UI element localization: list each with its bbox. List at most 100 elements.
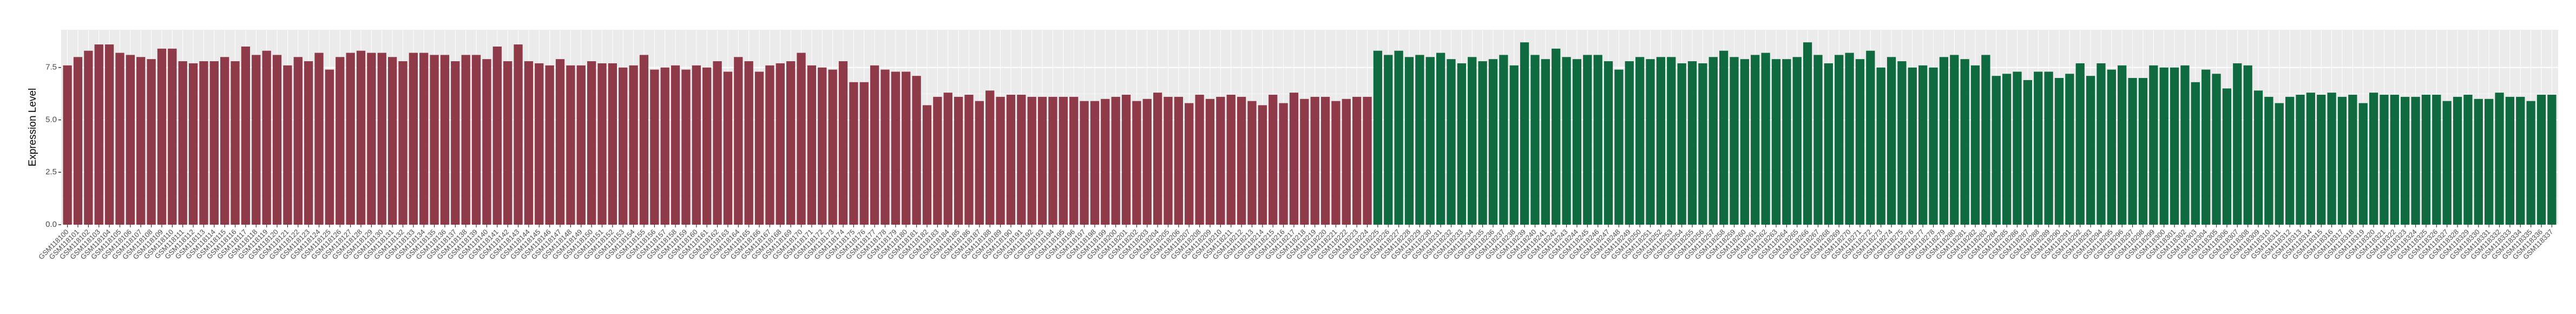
bar — [996, 96, 1005, 225]
bar — [660, 67, 669, 225]
bar — [2505, 96, 2515, 225]
bar — [1887, 57, 1896, 225]
bar — [147, 59, 156, 225]
bar — [1562, 57, 1571, 225]
bar — [2075, 63, 2085, 225]
bar — [2013, 71, 2022, 225]
bar — [2453, 96, 2462, 225]
bar — [377, 53, 386, 225]
bar — [2463, 95, 2473, 225]
bar — [912, 76, 921, 225]
bar — [1635, 57, 1645, 225]
bar — [975, 101, 984, 225]
bar — [2054, 78, 2064, 225]
bar — [503, 61, 512, 225]
bar — [1174, 96, 1184, 225]
bar — [1939, 57, 1949, 225]
bar — [262, 50, 271, 225]
bar — [2358, 103, 2368, 225]
bar — [2097, 63, 2106, 225]
bar — [73, 57, 83, 225]
bar — [1572, 59, 1582, 225]
bar — [2159, 67, 2168, 225]
bar — [1237, 96, 1246, 225]
bar — [765, 65, 774, 225]
bar — [933, 96, 942, 225]
bar — [104, 44, 114, 225]
bar — [2118, 65, 2127, 225]
bar — [178, 61, 187, 225]
bar — [126, 55, 135, 225]
bar — [2275, 103, 2284, 225]
bar — [2306, 93, 2315, 225]
bar — [1310, 96, 1319, 225]
bar — [2034, 71, 2043, 225]
bar — [419, 53, 429, 225]
bar — [84, 50, 93, 225]
bar — [1037, 96, 1047, 225]
bar — [1205, 99, 1215, 225]
bar — [2202, 69, 2211, 225]
bar — [1677, 63, 1686, 225]
bar — [1153, 93, 1162, 225]
bar — [1792, 57, 1802, 225]
bar — [1520, 42, 1529, 225]
bar — [943, 93, 952, 225]
bar — [440, 55, 450, 225]
bar — [1478, 61, 1487, 225]
bar — [272, 55, 282, 225]
bar — [1342, 99, 1351, 225]
bar — [1761, 53, 1770, 225]
bar — [2253, 90, 2263, 225]
bar — [1090, 101, 1100, 225]
bar — [1468, 57, 1477, 225]
bar — [1970, 65, 1980, 225]
bar — [1269, 95, 1278, 225]
bar — [1331, 101, 1340, 225]
bar — [1069, 96, 1079, 225]
bar — [902, 71, 911, 225]
bar — [241, 46, 251, 225]
bar — [1604, 61, 1613, 225]
bar — [2191, 82, 2200, 225]
bar — [293, 57, 303, 225]
bar — [209, 61, 219, 225]
bar — [818, 67, 827, 225]
bar — [314, 53, 324, 225]
bar — [2432, 95, 2441, 225]
bar — [346, 53, 355, 225]
bar — [1667, 57, 1676, 225]
bar — [1101, 99, 1110, 225]
bar — [1730, 57, 1739, 225]
bar — [1394, 50, 1403, 225]
bar — [870, 65, 879, 225]
bar — [94, 44, 103, 225]
bar — [1625, 61, 1634, 225]
bar — [1499, 55, 1508, 225]
bar — [471, 55, 481, 225]
bar — [2327, 93, 2336, 225]
bar — [157, 48, 167, 225]
bar — [566, 65, 575, 225]
y-tick-label: 7.5 — [45, 63, 57, 72]
bar — [1080, 101, 1089, 225]
bar — [776, 63, 785, 225]
bar — [1782, 59, 1791, 225]
bar — [1195, 95, 1204, 225]
bar — [828, 69, 837, 225]
bar — [2547, 95, 2557, 225]
bar — [1017, 95, 1026, 225]
bar — [199, 61, 208, 225]
bar — [1876, 67, 1885, 225]
bar — [985, 90, 995, 225]
bar — [1425, 57, 1435, 225]
bar — [1436, 53, 1445, 225]
bar — [1320, 96, 1330, 225]
bar — [576, 65, 586, 225]
bar — [1656, 57, 1666, 225]
bar — [681, 69, 691, 225]
bar — [524, 61, 534, 225]
bar — [922, 105, 932, 225]
bar — [168, 48, 177, 225]
